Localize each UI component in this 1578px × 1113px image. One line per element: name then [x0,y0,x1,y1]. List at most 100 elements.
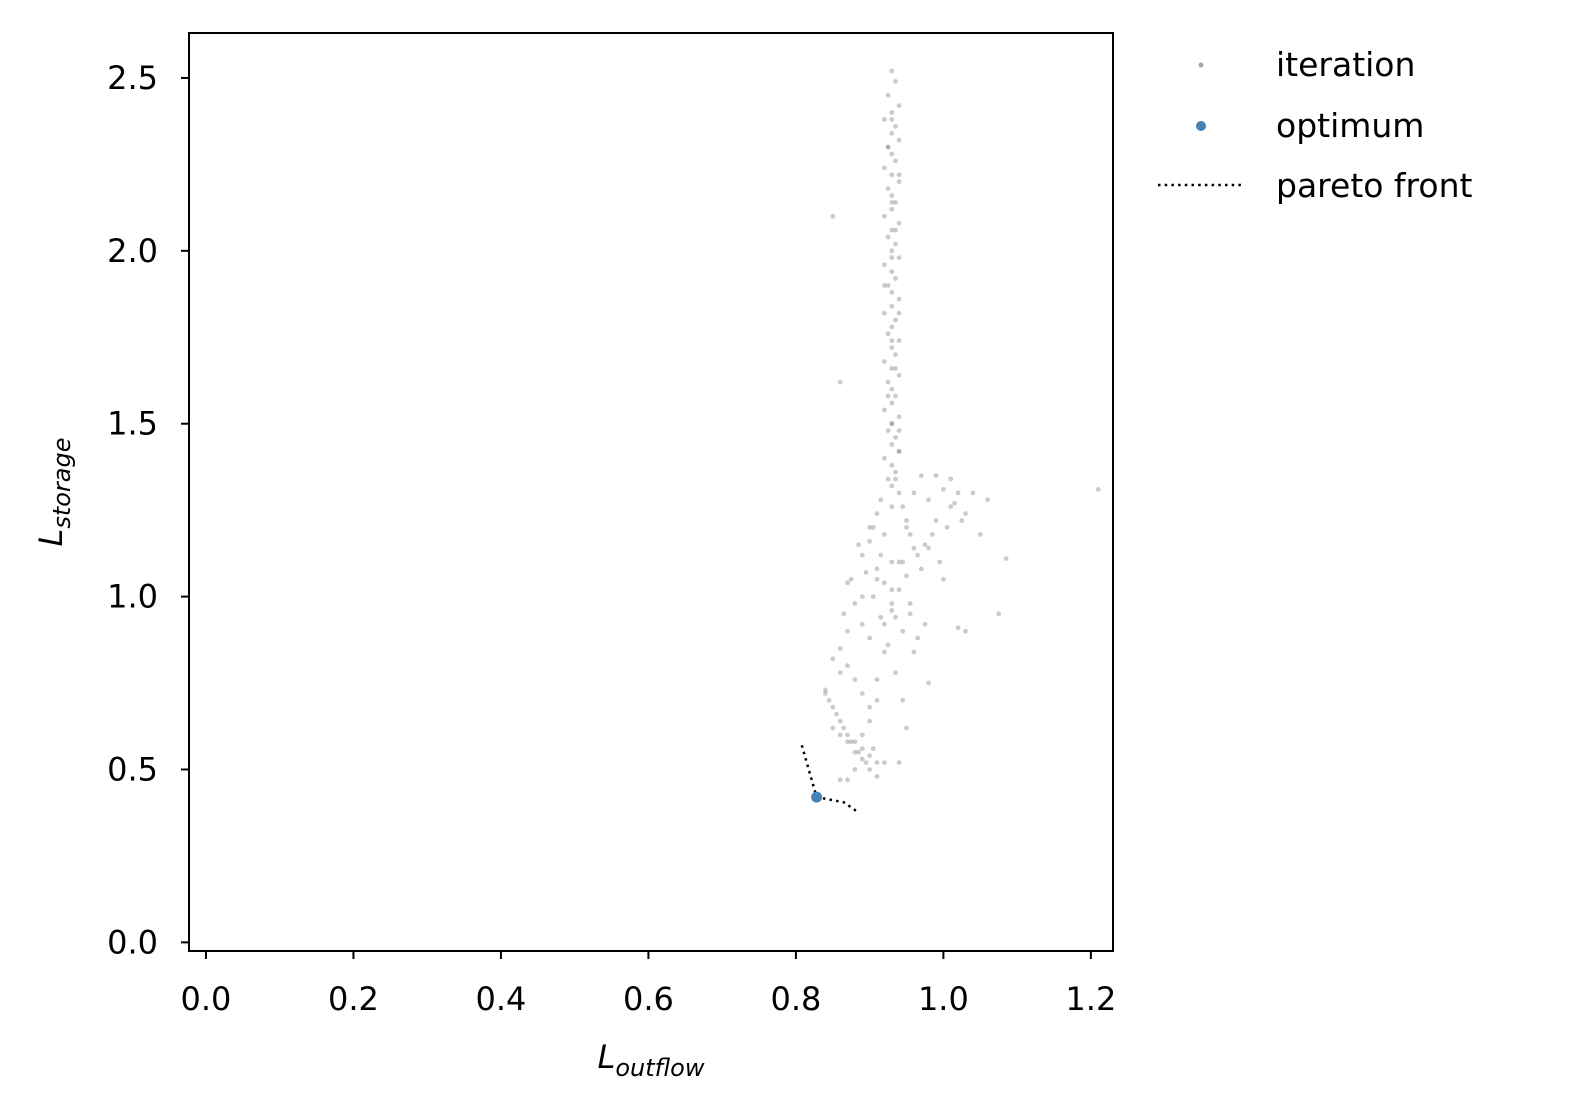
y-tick-label: 2.0 [107,232,158,270]
iteration-point [963,628,968,634]
iteration-point [845,663,850,669]
iteration-point [896,179,902,185]
iteration-point [996,611,1002,617]
iteration-point [837,732,843,738]
iteration-point [845,732,850,738]
iteration-point [852,677,858,682]
iteration-point [834,711,839,717]
iteration-point [922,621,928,627]
iteration-point [885,393,891,399]
y-axis: 0.0 0.5 1.0 1.5 2.0 2.5 [107,59,189,961]
iteration-point [859,746,865,752]
iteration-point [948,476,954,482]
iteration-point [896,103,902,108]
y-tick-label: 2.5 [107,59,158,97]
plot-area-frame [188,32,1114,952]
legend: iteration optimum pareto front [1158,45,1472,205]
iteration-point [826,697,832,703]
iteration-point [841,725,847,731]
iteration-point [896,137,902,143]
iteration-point [889,421,895,427]
iteration-point [900,504,906,510]
iteration-point [837,777,843,783]
iteration-point [977,532,983,537]
iteration-point [885,476,891,482]
iteration-point [882,407,887,413]
iteration-point [882,310,887,316]
iteration-point [896,255,902,261]
iteration-point [952,500,957,506]
pareto-front-layer [800,744,858,813]
iteration-point [889,200,895,205]
iteration-point [911,649,917,655]
iteration-point [896,587,902,593]
iteration-point [893,124,898,129]
iteration-point [933,518,939,523]
iteration-point [896,310,902,316]
iteration-point [889,269,895,274]
iteration-point [889,289,895,295]
x-tick-label: 1.2 [1065,980,1116,1018]
iteration-point [907,611,913,617]
iteration-point [904,725,909,731]
iteration-point [885,428,891,433]
iteration-point [889,227,895,233]
iteration-point [882,117,887,122]
iteration-point [900,697,906,703]
iteration-point [874,566,880,572]
iteration-point [867,753,872,758]
iteration-point [904,573,909,579]
legend-pareto-front-label: pareto front [1276,166,1472,205]
iteration-point [874,511,880,516]
iteration-point [911,545,917,551]
iteration-point [882,580,887,586]
iteration-point [889,504,895,510]
iteration-point [907,601,913,606]
iteration-point [837,718,843,724]
x-axis-label-subscript: outflow [615,1054,704,1082]
iteration-point [859,732,865,738]
iteration-point [918,566,924,572]
iteration-points [823,68,1101,783]
iteration-point [889,303,895,309]
iteration-point [889,110,895,115]
iteration-point [896,428,902,433]
iteration-point [874,760,880,765]
iteration-point [841,611,847,617]
iteration-point [889,68,895,74]
iteration-point [878,552,884,558]
iteration-point [896,760,902,765]
iteration-point [848,739,854,745]
x-tick-label: 0.6 [623,980,674,1018]
iteration-point [885,331,891,337]
iteration-point [893,670,898,676]
iteration-point [889,442,895,447]
iteration-point [882,359,887,364]
iteration-point [889,255,895,261]
iteration-point [922,542,928,548]
iteration-point [867,538,872,544]
iteration-point [885,92,891,98]
iteration-point [893,317,898,323]
iteration-point [863,570,869,575]
iteration-point [845,777,850,783]
iteration-point [937,559,943,565]
y-axis-label: Lstorage [32,438,76,547]
iteration-point [889,338,895,344]
iteration-point [874,576,880,582]
iteration-point [823,691,828,696]
iteration-point [904,518,909,523]
iteration-point [896,559,902,565]
iteration-point [845,580,850,586]
iteration-point [926,680,931,686]
optimum-point [811,791,823,803]
iteration-point [889,151,895,157]
iteration-point [882,213,887,219]
iteration-point [889,587,895,593]
iteration-point [896,296,902,302]
iteration-point [852,601,858,606]
iteration-point [1003,556,1009,561]
iteration-point [889,345,895,350]
iteration-point [867,525,872,530]
iteration-point [889,601,895,606]
